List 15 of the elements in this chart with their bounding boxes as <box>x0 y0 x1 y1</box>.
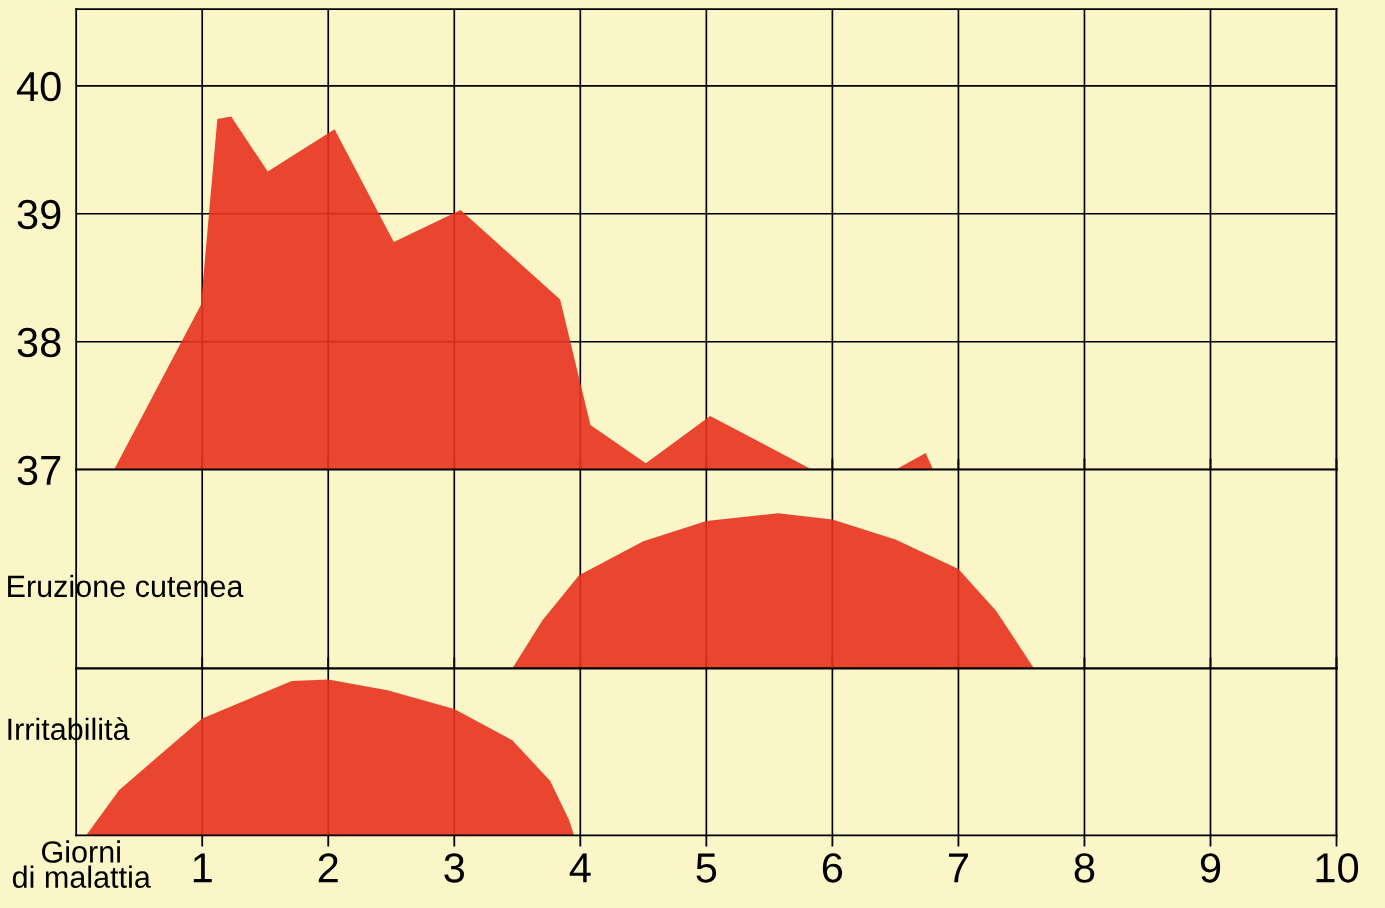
y-tick-label: 39 <box>17 199 61 230</box>
y-tick-label: 40 <box>16 71 61 102</box>
x-tick-label: 3 <box>444 853 465 883</box>
x-tick-label: 4 <box>569 853 591 883</box>
x-tick-label: 9 <box>1200 853 1221 883</box>
x-tick-label: 10 <box>1316 853 1359 883</box>
y-tick-label: 38 <box>17 327 61 358</box>
x-axis-title: Giorni di malattia <box>12 840 151 888</box>
x-tick-label: 5 <box>696 853 717 883</box>
x-tick-label: 6 <box>822 853 843 883</box>
y-tick-label: 37 <box>17 455 61 486</box>
x-tick-label: 8 <box>1074 853 1095 883</box>
x-tick-label: 7 <box>948 853 968 883</box>
x-tick-label: 2 <box>318 853 338 883</box>
x-tick-label: 1 <box>193 853 212 883</box>
